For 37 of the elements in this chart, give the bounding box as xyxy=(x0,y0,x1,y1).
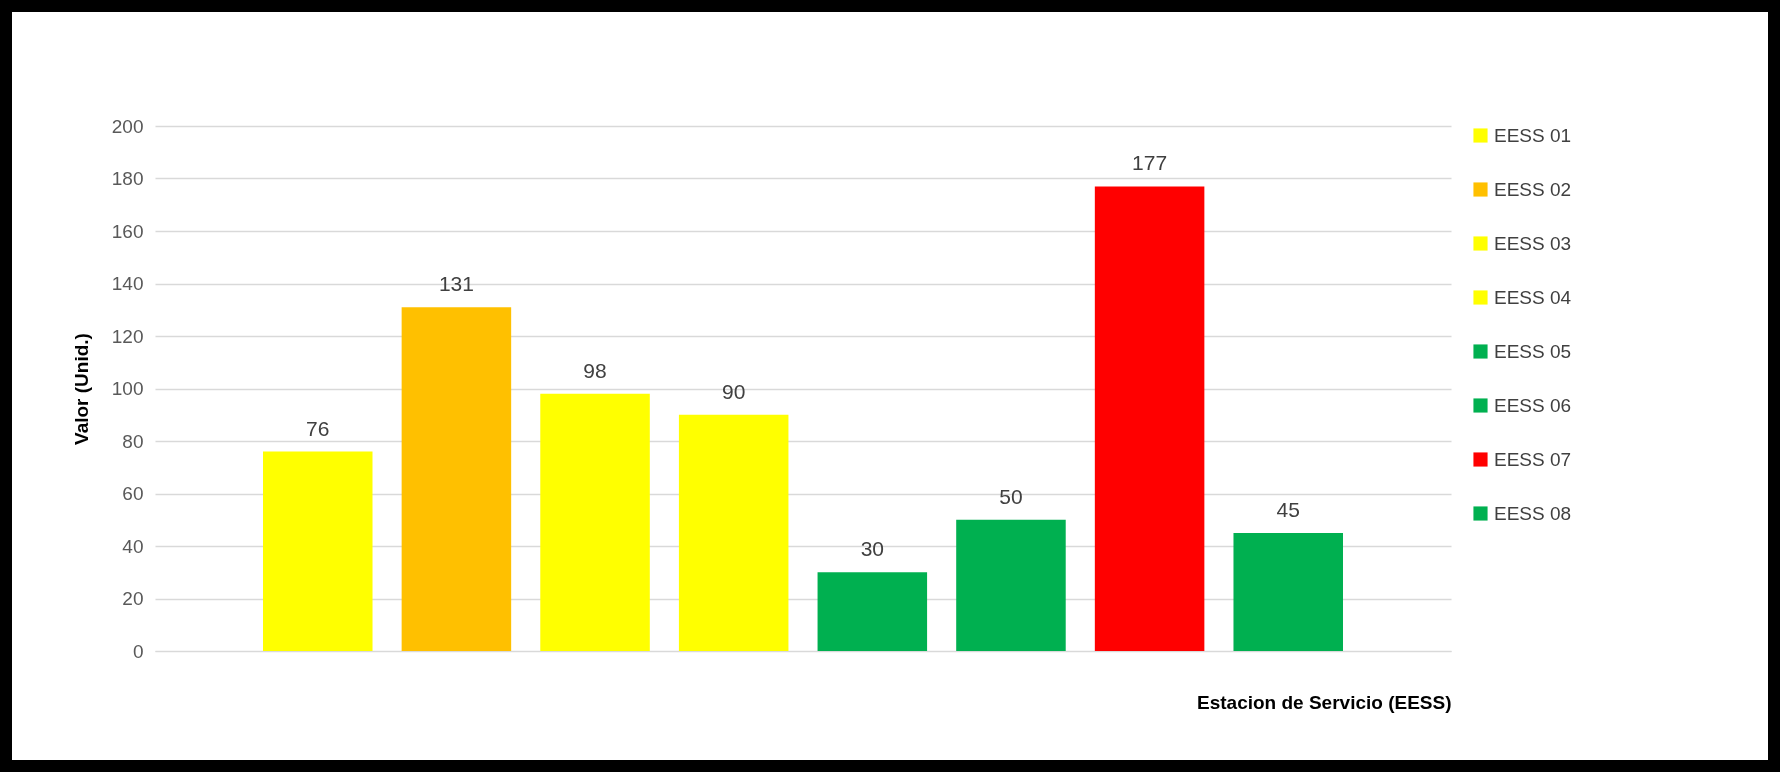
legend-label: EESS 03 xyxy=(1494,232,1572,254)
bar xyxy=(817,572,928,651)
data-label: 45 xyxy=(1276,497,1300,521)
y-tick-label: 100 xyxy=(111,378,144,399)
bar xyxy=(263,451,373,651)
data-label: 76 xyxy=(306,416,330,440)
data-label: 177 xyxy=(1132,151,1168,175)
bar xyxy=(1233,532,1343,651)
data-label: 131 xyxy=(438,272,474,296)
legend-label: EESS 07 xyxy=(1494,448,1572,470)
y-tick-label: 180 xyxy=(111,168,144,189)
y-tick-label: 40 xyxy=(122,535,144,557)
y-tick-label: 140 xyxy=(111,273,144,294)
data-label: 50 xyxy=(999,484,1023,508)
y-tick-label: 200 xyxy=(111,115,144,137)
bar xyxy=(956,519,1066,651)
y-tick-label: 60 xyxy=(122,483,144,504)
data-label: 98 xyxy=(583,358,607,382)
bar xyxy=(401,307,512,651)
data-label: 30 xyxy=(860,537,884,561)
legend-label: EESS 05 xyxy=(1494,340,1572,362)
y-tick-label: 80 xyxy=(122,430,144,452)
x-axis-title: Estacion de Servicio (EESS) xyxy=(1197,691,1452,713)
y-tick-label: 20 xyxy=(122,588,144,609)
y-tick-label: 0 xyxy=(132,640,144,662)
legend-label: EESS 08 xyxy=(1494,502,1572,524)
y-axis-title: Valor (Unid.) xyxy=(70,333,92,445)
bar xyxy=(678,414,789,651)
legend-label: EESS 01 xyxy=(1494,124,1572,146)
bar xyxy=(540,393,650,651)
y-tick-label: 120 xyxy=(111,325,144,347)
y-tick-label: 160 xyxy=(111,220,144,242)
bar xyxy=(1094,186,1205,651)
data-label: 90 xyxy=(722,379,746,403)
legend-label: EESS 02 xyxy=(1494,178,1572,200)
legend-label: EESS 04 xyxy=(1494,286,1572,308)
legend-label: EESS 06 xyxy=(1494,394,1572,416)
